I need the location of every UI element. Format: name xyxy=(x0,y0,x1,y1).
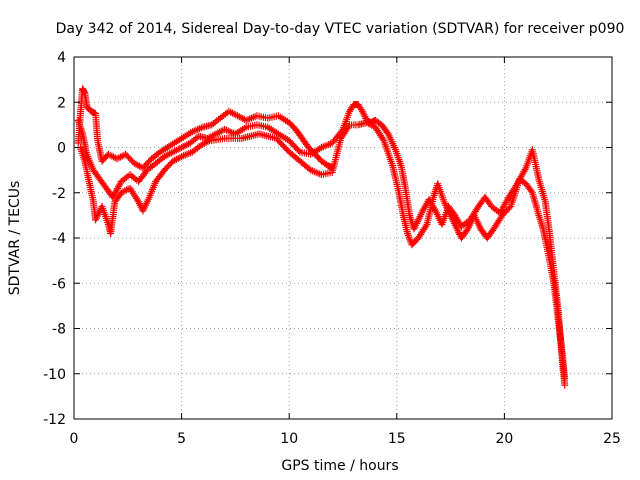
x-axis-label: GPS time / hours xyxy=(281,458,398,474)
data-marker-path xyxy=(74,85,336,172)
data-points xyxy=(74,85,569,389)
y-tick-label: -10 xyxy=(43,367,66,383)
y-tick-label: 0 xyxy=(57,141,66,157)
y-tick-label: -2 xyxy=(52,186,66,202)
data-marker-path xyxy=(74,101,569,389)
y-tick-label: 2 xyxy=(57,95,66,111)
y-tick-label: 4 xyxy=(57,50,66,66)
grid xyxy=(74,57,612,419)
x-tick-label: 5 xyxy=(177,431,186,447)
x-tick-label: 20 xyxy=(495,431,513,447)
x-tick-label: 0 xyxy=(70,431,79,447)
y-axis-ticks: -12 -10 -8 -6 -4 -2 0 2 4 xyxy=(43,50,612,428)
chart-title: Day 342 of 2014, Sidereal Day-to-day VTE… xyxy=(56,21,625,37)
y-tick-label: -6 xyxy=(52,276,66,292)
y-tick-label: -4 xyxy=(52,231,66,247)
series-track-b xyxy=(74,101,569,389)
x-axis-ticks: 0 5 10 15 20 25 xyxy=(70,57,621,447)
y-axis-label: SDTVAR / TECUs xyxy=(7,181,23,296)
x-tick-label: 10 xyxy=(280,431,298,447)
x-tick-label: 25 xyxy=(603,431,621,447)
series-track-c xyxy=(77,119,569,382)
series-track-a xyxy=(74,85,336,172)
x-tick-label: 15 xyxy=(388,431,406,447)
data-marker-path xyxy=(77,119,569,382)
y-tick-label: -8 xyxy=(52,322,66,338)
y-tick-label: -12 xyxy=(43,412,66,428)
